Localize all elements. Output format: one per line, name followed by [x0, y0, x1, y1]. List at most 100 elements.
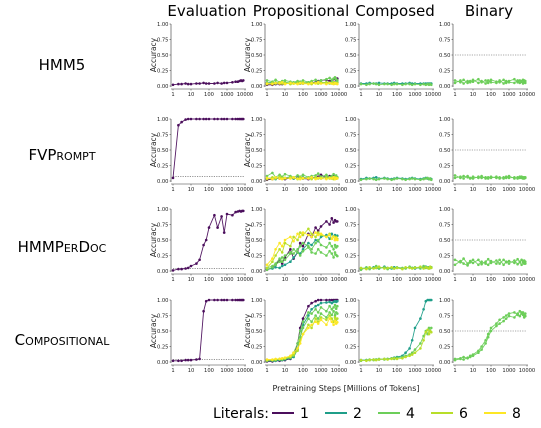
y-tick-label: 0.50: [251, 238, 263, 244]
data-point: [468, 81, 472, 84]
data-point: [477, 351, 480, 355]
data-point: [314, 82, 317, 85]
data-point: [307, 314, 310, 317]
data-point: [265, 266, 269, 270]
data-point: [325, 309, 328, 313]
data-point: [231, 298, 234, 302]
data-point: [336, 299, 339, 303]
x-tick-label: 10: [282, 277, 289, 283]
data-point: [301, 326, 305, 330]
data-point: [333, 316, 337, 319]
data-point: [422, 264, 425, 268]
data-point: [271, 176, 274, 179]
data-point: [296, 251, 299, 254]
data-point: [498, 318, 501, 322]
data-point: [419, 317, 422, 320]
data-point: [280, 264, 284, 268]
data-point: [283, 356, 287, 360]
data-point: [271, 266, 274, 269]
data-point: [462, 358, 465, 361]
y-tick-label: 0.00: [157, 269, 169, 275]
data-point: [222, 231, 226, 234]
x-tick-label: 100: [298, 187, 308, 193]
data-point: [186, 358, 190, 362]
x-tick-label: 10: [188, 92, 195, 98]
y-tick-label: 1.00: [251, 22, 263, 28]
data-point: [292, 176, 295, 179]
data-point: [301, 249, 305, 253]
data-point: [386, 266, 389, 270]
data-point: [301, 79, 305, 82]
data-point: [332, 323, 335, 327]
data-point: [480, 79, 483, 83]
data-point: [332, 172, 335, 176]
data-point: [484, 176, 487, 179]
data-point: [477, 175, 480, 178]
data-point: [319, 312, 323, 315]
data-point: [359, 82, 363, 86]
legend-title: Literals:: [213, 406, 269, 422]
data-point: [283, 82, 287, 86]
data-point: [332, 221, 335, 224]
y-tick-label: 0.25: [439, 344, 451, 350]
data-point: [265, 268, 269, 272]
data-point: [307, 311, 310, 314]
data-point: [265, 263, 269, 267]
x-tick-label: 1: [171, 92, 174, 98]
data-point: [280, 244, 284, 248]
data-point: [171, 269, 175, 272]
data-point: [316, 322, 320, 325]
data-point: [316, 81, 320, 84]
row-label: FVPROMPT: [28, 146, 95, 164]
data-point: [330, 244, 334, 248]
data-point: [521, 82, 525, 85]
data-point: [225, 212, 229, 216]
x-tick-label: 100: [486, 92, 496, 98]
data-point: [328, 223, 331, 226]
data-point: [301, 317, 305, 320]
data-point: [395, 266, 399, 270]
panel: 0.00 0.25 0.50 0.75 1.00 1 10 100 1000 10000 Accur…: [243, 207, 347, 283]
data-point: [319, 318, 323, 322]
data-point: [408, 354, 411, 358]
data-point: [319, 251, 323, 254]
y-tick-label: 0.00: [345, 179, 357, 185]
data-point: [462, 257, 465, 260]
data-point: [498, 176, 501, 179]
data-point: [314, 308, 317, 311]
data-point: [216, 298, 219, 302]
data-point: [222, 117, 226, 121]
data-point: [453, 176, 457, 180]
y-tick-label: 0.00: [157, 84, 169, 90]
data-point: [453, 263, 457, 267]
data-point: [289, 235, 292, 239]
data-point: [504, 260, 508, 264]
panel: 0.00 0.25 0.50 0.75 1.00 1 10 100 1000 10000: [439, 298, 535, 374]
data-point: [390, 266, 393, 269]
data-point: [325, 220, 328, 223]
data-point: [477, 77, 480, 81]
x-tick-label: 1000: [408, 92, 421, 98]
data-point: [422, 82, 425, 86]
data-point: [334, 174, 338, 177]
x-tick-label: 1000: [220, 92, 233, 98]
data-point: [368, 358, 371, 362]
data-point: [424, 330, 428, 334]
panel: 0.00 0.25 0.50 0.75 1.00 1 10 100 1000 10000 Accur…: [243, 117, 347, 193]
data-point: [271, 171, 274, 175]
data-point: [453, 174, 457, 177]
data-point: [333, 238, 337, 242]
data-point: [486, 335, 490, 339]
x-tick-label: 10000: [519, 368, 536, 374]
data-point: [310, 251, 313, 254]
y-axis-label: Accuracy: [243, 37, 252, 72]
data-point: [365, 267, 368, 271]
y-tick-label: 0.00: [251, 360, 263, 366]
data-point: [292, 248, 295, 251]
x-tick-label: 1: [453, 187, 456, 193]
data-point: [466, 81, 469, 85]
x-tick-label: 1: [265, 277, 268, 283]
data-point: [453, 81, 457, 85]
y-tick-label: 1.00: [157, 207, 169, 213]
data-point: [330, 298, 334, 302]
